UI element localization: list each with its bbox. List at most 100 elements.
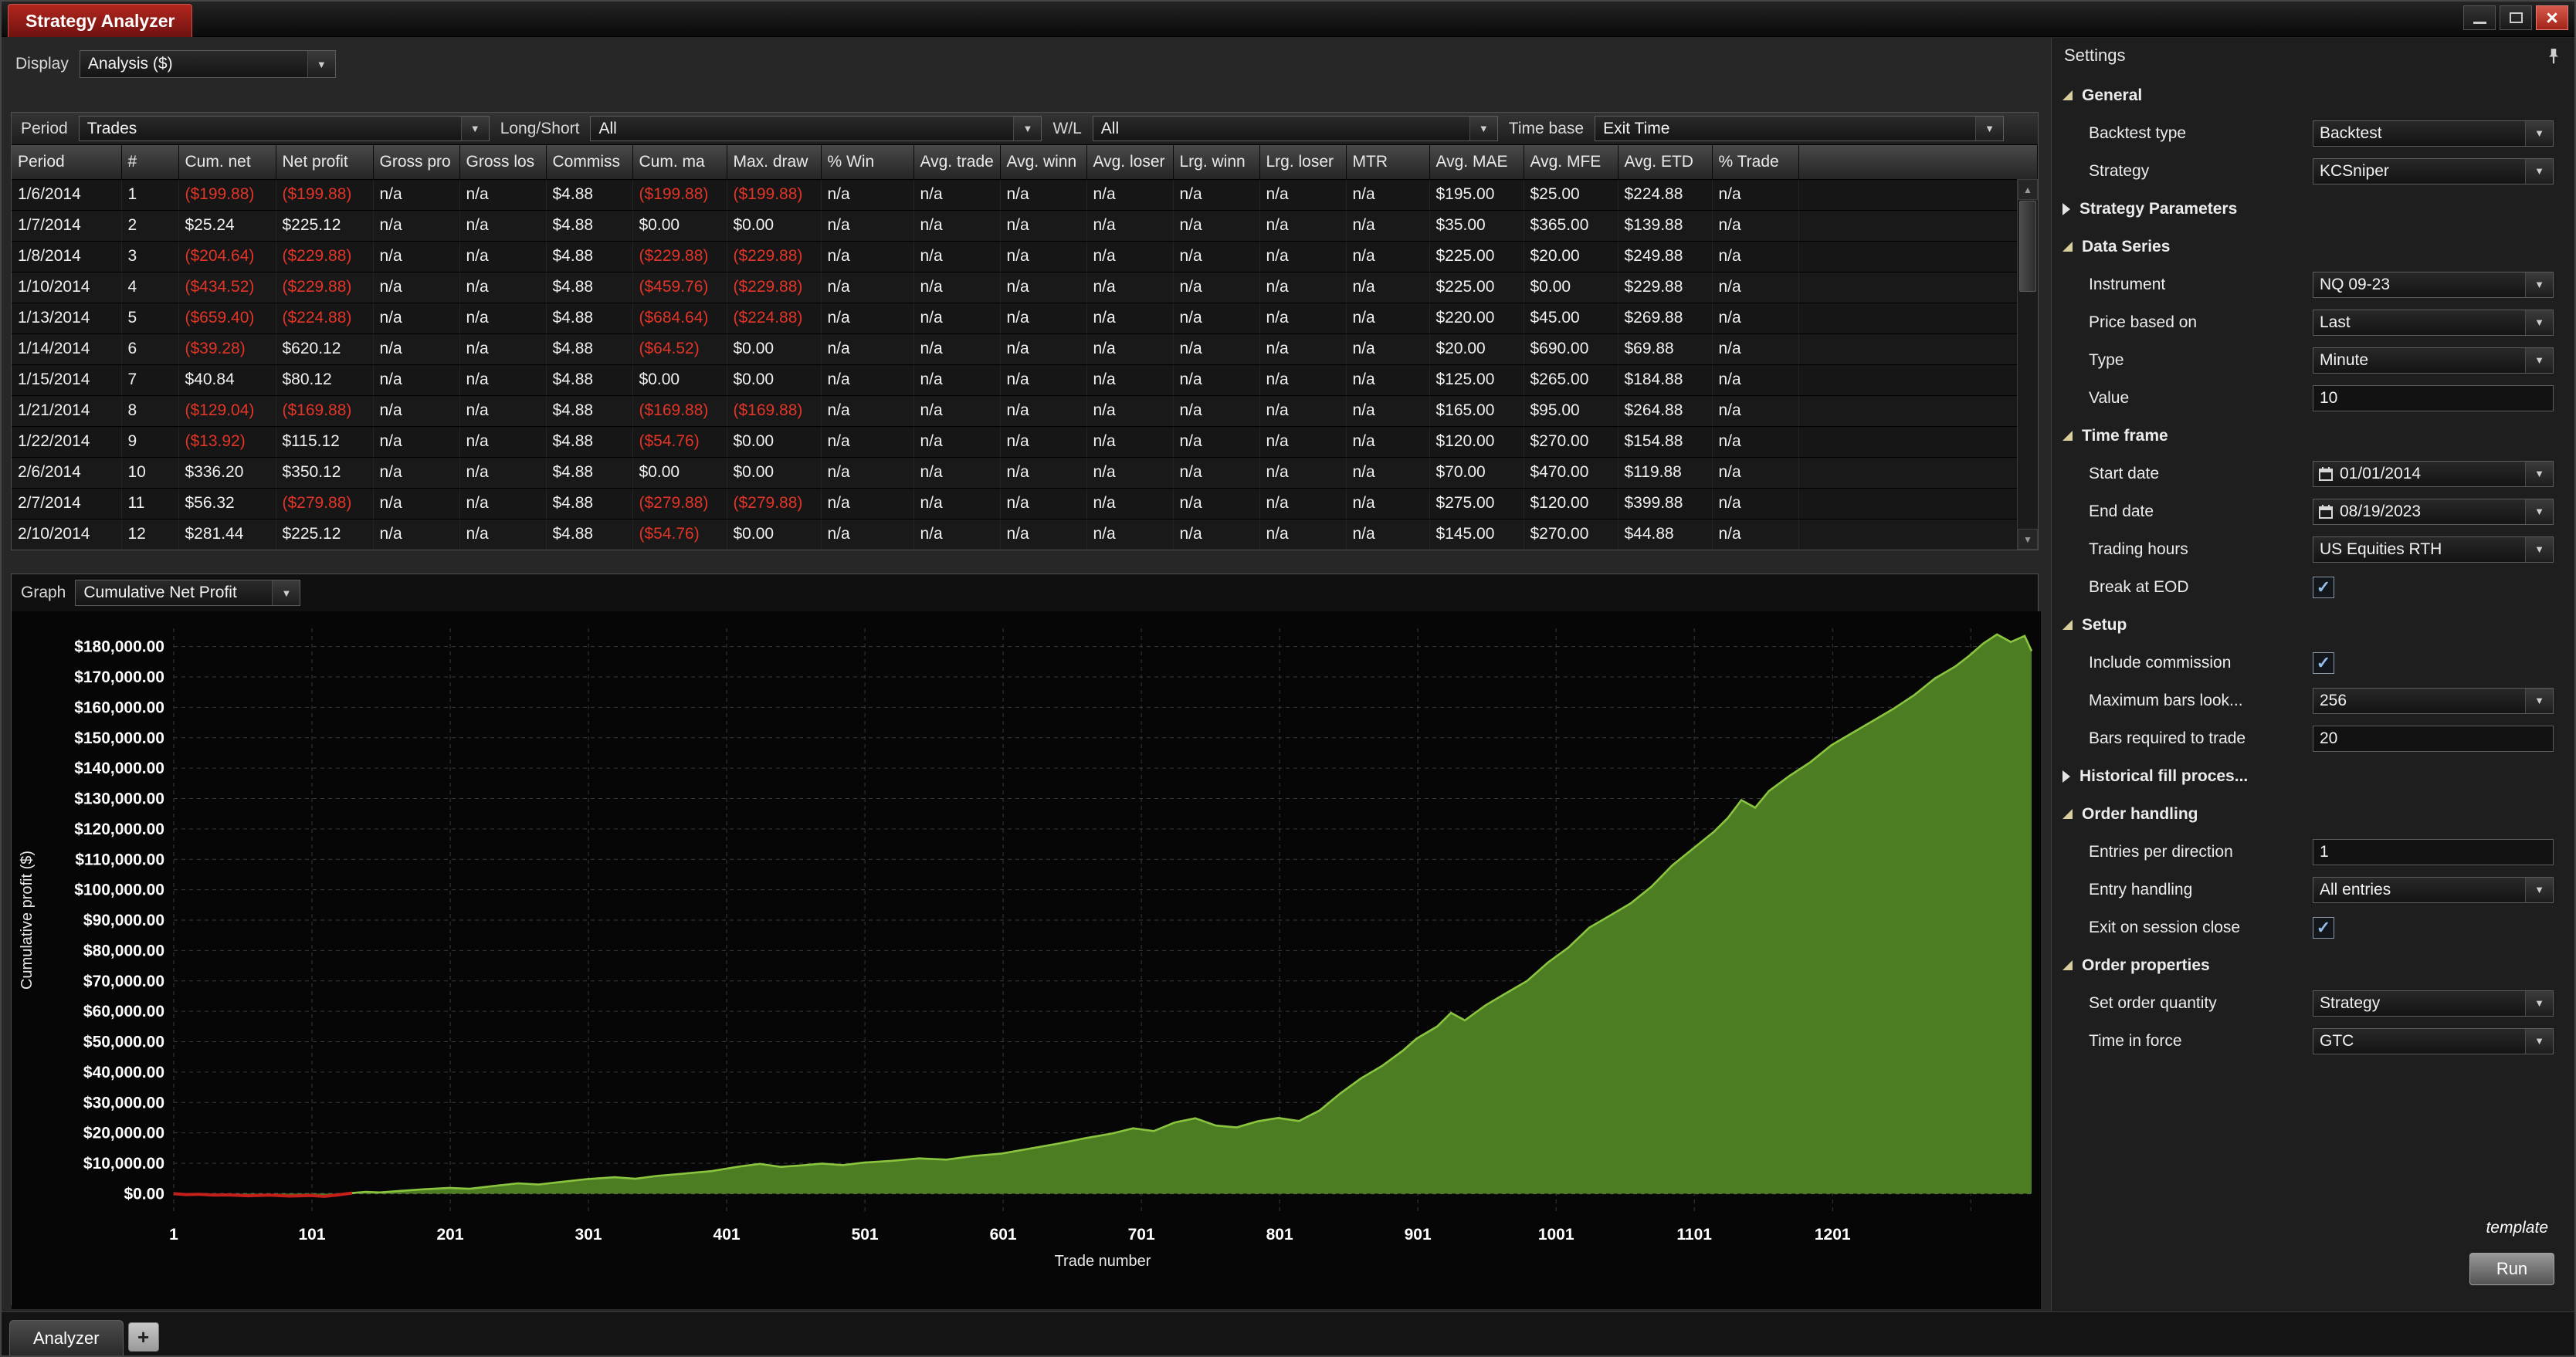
table-row[interactable]: 2/10/201412$281.44$225.12n/an/a$4.88($54… [12,519,2038,550]
svg-text:$50,000.00: $50,000.00 [83,1034,164,1051]
column-header-cum-net[interactable]: Cum. net [178,145,276,179]
table-row[interactable]: 1/15/20147$40.84$80.12n/an/a$4.88$0.00$0… [12,364,2038,395]
table-scrollbar[interactable]: ▲ ▼ [2017,179,2038,550]
setting-row-strategy-parameters[interactable]: Strategy Parameters [2052,190,2574,228]
bars-required-to-trade-input[interactable]: 20 [2313,726,2554,752]
column-header-avg-loser[interactable]: Avg. loser [1086,145,1173,179]
setting-row-time-frame[interactable]: Time frame [2052,417,2574,455]
collapse-arrow-icon[interactable] [2062,620,2073,630]
table-row[interactable]: 2/6/201410$336.20$350.12n/an/a$4.88$0.00… [12,457,2038,488]
cell: n/a [1086,210,1173,241]
scroll-up-button[interactable]: ▲ [2018,179,2038,200]
timebase-select[interactable]: Exit Time ▼ [1595,116,2004,141]
column-header-lrg-winn[interactable]: Lrg. winn [1173,145,1259,179]
column-header-trade[interactable]: % Trade [1712,145,1798,179]
collapse-arrow-icon[interactable] [2062,960,2073,970]
pin-icon[interactable] [2545,47,2562,70]
price-based-on-select[interactable]: Last▼ [2313,310,2554,336]
collapse-arrow-icon[interactable] [2062,809,2073,819]
graph-select[interactable]: Cumulative Net Profit ▼ [75,580,300,606]
table-row[interactable]: 1/6/20141($199.88)($199.88)n/an/a$4.88($… [12,179,2038,210]
column-header-avg-etd[interactable]: Avg. ETD [1618,145,1712,179]
scrollbar-thumb[interactable] [2019,201,2036,292]
close-button[interactable]: × [2536,5,2568,30]
table-row[interactable]: 1/7/20142$25.24$225.12n/an/a$4.88$0.00$0… [12,210,2038,241]
cell: n/a [1173,395,1259,426]
table-row[interactable]: 1/8/20143($204.64)($229.88)n/an/a$4.88($… [12,241,2038,272]
cell: $690.00 [1524,333,1618,364]
trading-hours-select[interactable]: US Equities RTH▼ [2313,536,2554,563]
column-header-cum-ma[interactable]: Cum. ma [632,145,727,179]
column-header-gross-pro[interactable]: Gross pro [373,145,459,179]
time-in-force-select[interactable]: GTC▼ [2313,1028,2554,1054]
setting-row-order-properties[interactable]: Order properties [2052,946,2574,984]
minimize-button[interactable] [2463,5,2496,30]
column-header-avg-winn[interactable]: Avg. winn [1000,145,1086,179]
column-header-lrg-loser[interactable]: Lrg. loser [1259,145,1346,179]
template-link[interactable]: template [2486,1219,2548,1237]
cell: $4.88 [546,364,632,395]
column-header-net-profit[interactable]: Net profit [276,145,373,179]
maximum-bars-look-select[interactable]: 256▼ [2313,688,2554,714]
cell: $269.88 [1618,303,1712,333]
cell: n/a [459,179,546,210]
column-header-win[interactable]: % Win [821,145,913,179]
collapse-arrow-icon[interactable] [2062,431,2073,441]
maximize-button[interactable] [2500,5,2532,30]
collapse-arrow-icon[interactable] [2062,90,2073,100]
value-input[interactable]: 10 [2313,385,2554,411]
cell: n/a [459,488,546,519]
column-header-avg-mfe[interactable]: Avg. MFE [1524,145,1618,179]
cell [1798,303,2038,333]
column-header-gross-los[interactable]: Gross los [459,145,546,179]
scroll-down-button[interactable]: ▼ [2018,529,2038,550]
setting-row-general[interactable]: General [2052,76,2574,114]
add-tab-button[interactable]: + [128,1322,159,1352]
table-row[interactable]: 1/10/20144($434.52)($229.88)n/an/a$4.88(… [12,272,2038,303]
column-header-avg-trade[interactable]: Avg. trade [913,145,1000,179]
wl-select[interactable]: All ▼ [1093,116,1498,141]
column-header-max-draw[interactable]: Max. draw [727,145,821,179]
table-row[interactable]: 1/21/20148($129.04)($169.88)n/an/a$4.88(… [12,395,2038,426]
end-date-select[interactable]: 08/19/2023▼ [2313,499,2554,525]
entries-per-direction-input[interactable]: 1 [2313,839,2554,865]
longshort-select[interactable]: All ▼ [590,116,1042,141]
table-row[interactable]: 1/13/20145($659.40)($224.88)n/an/a$4.88(… [12,303,2038,333]
entry-handling-select[interactable]: All entries▼ [2313,877,2554,903]
collapse-arrow-icon[interactable] [2062,242,2073,252]
tab-analyzer[interactable]: Analyzer [9,1320,124,1355]
table-row[interactable]: 1/22/20149($13.92)$115.12n/an/a$4.88($54… [12,426,2038,457]
break-at-eod-checkbox[interactable]: ✓ [2313,577,2334,598]
run-button[interactable]: Run [2469,1253,2554,1285]
period-select[interactable]: Trades ▼ [79,116,490,141]
type-select[interactable]: Minute▼ [2313,347,2554,374]
expand-arrow-icon[interactable] [2062,770,2070,783]
setting-row-setup[interactable]: Setup [2052,606,2574,644]
column-header-item[interactable]: # [121,145,178,179]
start-date-select[interactable]: 01/01/2014▼ [2313,461,2554,487]
instrument-select[interactable]: NQ 09-23▼ [2313,272,2554,298]
table-row[interactable]: 2/7/201411$56.32($279.88)n/an/a$4.88($27… [12,488,2038,519]
svg-text:$0.00: $0.00 [124,1185,164,1203]
exit-on-session-close-checkbox[interactable]: ✓ [2313,917,2334,939]
table-row[interactable]: 1/14/20146($39.28)$620.12n/an/a$4.88($64… [12,333,2038,364]
column-header-mtr[interactable]: MTR [1346,145,1429,179]
cell: 1/15/2014 [12,364,121,395]
setting-row-historical-fill-proces[interactable]: Historical fill proces... [2052,757,2574,795]
expand-arrow-icon[interactable] [2062,203,2070,215]
display-select[interactable]: Analysis ($) ▼ [80,50,336,78]
strategy-select[interactable]: KCSniper▼ [2313,158,2554,184]
cell: 1/10/2014 [12,272,121,303]
column-header-period[interactable]: Period [12,145,121,179]
setting-row-data-series[interactable]: Data Series [2052,228,2574,266]
column-header-commiss[interactable]: Commiss [546,145,632,179]
backtest-type-select[interactable]: Backtest▼ [2313,120,2554,147]
include-commission-checkbox[interactable]: ✓ [2313,652,2334,674]
column-header-avg-mae[interactable]: Avg. MAE [1429,145,1524,179]
cell: n/a [1173,519,1259,550]
chevron-down-icon: ▼ [272,580,300,605]
entry-handling-value: All entries [2313,881,2525,899]
setting-row-order-handling[interactable]: Order handling [2052,795,2574,833]
set-order-quantity-select[interactable]: Strategy▼ [2313,990,2554,1017]
titlebar[interactable]: Strategy Analyzer × [2,2,2574,37]
